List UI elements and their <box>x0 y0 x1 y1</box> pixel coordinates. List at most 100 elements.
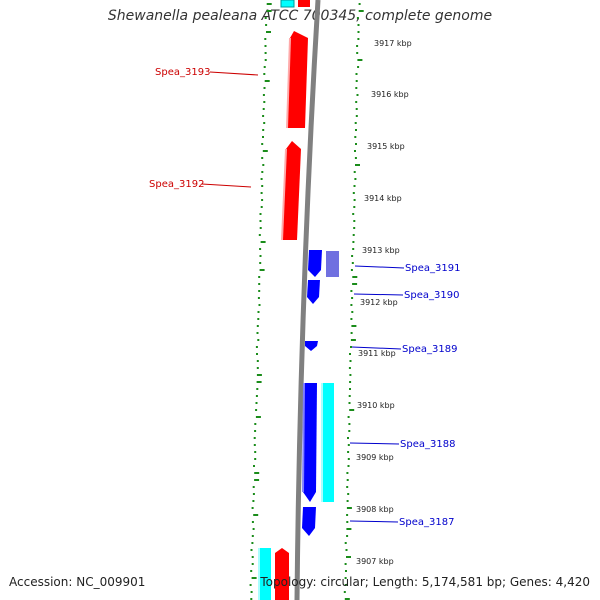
gc-dot <box>344 598 350 600</box>
gc-dot <box>357 38 360 40</box>
gc-dot <box>250 570 253 572</box>
tick-label: 3914 kbp <box>364 194 402 203</box>
gc-dot <box>345 570 347 572</box>
label-spea-3191[interactable]: Spea_3191 <box>405 263 460 274</box>
gc-dot <box>254 430 257 432</box>
gc-dot <box>258 290 261 292</box>
gc-dot <box>254 472 260 474</box>
gc-dot <box>263 66 266 68</box>
genome-summary-text: Topology: circular; Length: 5,174,581 bp… <box>260 575 590 589</box>
gc-dot <box>249 584 252 586</box>
gc-dot <box>266 31 271 33</box>
rna-feature-top <box>280 0 295 8</box>
gc-dot <box>251 535 254 537</box>
label-spea-3187[interactable]: Spea_3187 <box>399 517 454 528</box>
gc-dot <box>253 444 256 446</box>
gc-dot <box>259 255 262 257</box>
gc-dot <box>260 192 263 194</box>
gc-dot <box>344 584 347 586</box>
gc-dot <box>255 346 258 348</box>
gc-dot <box>355 101 358 103</box>
gc-dot <box>348 423 351 425</box>
gc-dot <box>348 430 351 432</box>
gc-dot <box>353 199 356 201</box>
gc-dot <box>266 10 272 12</box>
gc-dot <box>256 381 262 383</box>
tick-label: 3910 kbp <box>357 401 395 410</box>
gene-spea-3188[interactable] <box>303 383 317 502</box>
gc-dot <box>355 164 360 166</box>
gc-dot <box>356 94 359 96</box>
tick-label: 3912 kbp <box>360 298 398 307</box>
gc-dot <box>258 304 261 306</box>
gc-dot <box>256 374 262 376</box>
gc-dot <box>355 108 358 110</box>
gc-dot <box>347 458 350 460</box>
gc-dot <box>355 129 357 131</box>
gc-dot <box>355 143 357 145</box>
gc-dot <box>349 409 355 411</box>
gc-dot <box>265 24 268 26</box>
gene-spea-3192[interactable] <box>282 141 301 240</box>
label-spea-3193[interactable]: Spea_3193 <box>155 67 210 78</box>
gc-dot <box>354 136 357 138</box>
gc-dot <box>353 185 356 187</box>
gc-dot <box>349 360 352 362</box>
gc-dot <box>260 178 263 180</box>
gc-dot <box>351 255 354 257</box>
gc-dot <box>347 451 350 453</box>
gene-spea-3191[interactable] <box>308 250 322 277</box>
label-spea-3190[interactable]: Spea_3190 <box>404 290 459 301</box>
gc-dot <box>260 241 266 243</box>
gene-spea-3190[interactable] <box>307 280 320 304</box>
gc-dot <box>262 115 265 117</box>
gc-dot <box>358 10 364 12</box>
gc-dot <box>349 353 351 355</box>
gc-dot <box>348 402 351 404</box>
gene-spea-3193[interactable] <box>287 31 308 128</box>
forward-gene-bottom <box>275 548 289 600</box>
gc-dot <box>347 465 350 467</box>
tick-label: 3915 kbp <box>367 142 405 151</box>
gc-dot <box>258 276 261 278</box>
gc-dot <box>257 297 260 299</box>
gc-dot <box>255 416 261 418</box>
map-title: Shewanella pealeana ATCC 700345, complet… <box>107 8 493 24</box>
gc-dot <box>350 339 356 341</box>
tick-label: 3917 kbp <box>374 39 412 48</box>
gc-dot <box>253 465 255 467</box>
gc-dot <box>352 248 355 250</box>
gc-dot <box>262 94 265 96</box>
gc-dot <box>257 318 260 320</box>
gc-dot <box>350 318 353 320</box>
gc-dot <box>264 52 267 54</box>
tick-label: 3916 kbp <box>371 90 409 99</box>
rna-feature-spea-3188[interactable] <box>321 383 334 502</box>
label-spea-3189[interactable]: Spea_3189 <box>402 344 457 355</box>
gc-dot <box>357 59 363 61</box>
gc-dot <box>263 87 266 89</box>
gc-dot <box>256 353 258 355</box>
label-spea-3192[interactable]: Spea_3192 <box>149 179 204 190</box>
gc-dot <box>353 227 356 229</box>
gene-spea-3191-alt[interactable] <box>326 251 339 277</box>
gc-dot <box>344 542 347 544</box>
gc-dot <box>350 346 352 348</box>
gc-dot <box>253 514 259 516</box>
gc-dot <box>346 472 349 474</box>
gc-dot <box>355 73 358 75</box>
gene-spea-3187[interactable] <box>302 507 316 536</box>
gc-dot <box>346 535 349 537</box>
gc-dot <box>250 591 253 593</box>
gc-dot <box>262 136 264 138</box>
gc-dot <box>355 115 358 117</box>
gc-dot <box>264 45 267 47</box>
gc-dot <box>349 388 351 390</box>
gene-spea-3189[interactable] <box>305 341 318 351</box>
gc-dot <box>258 234 261 236</box>
gc-dot <box>346 514 349 516</box>
tick-label: 3911 kbp <box>358 349 396 358</box>
gc-dot <box>352 241 355 243</box>
gc-dot <box>256 367 259 369</box>
label-spea-3188[interactable]: Spea_3188 <box>400 439 455 450</box>
